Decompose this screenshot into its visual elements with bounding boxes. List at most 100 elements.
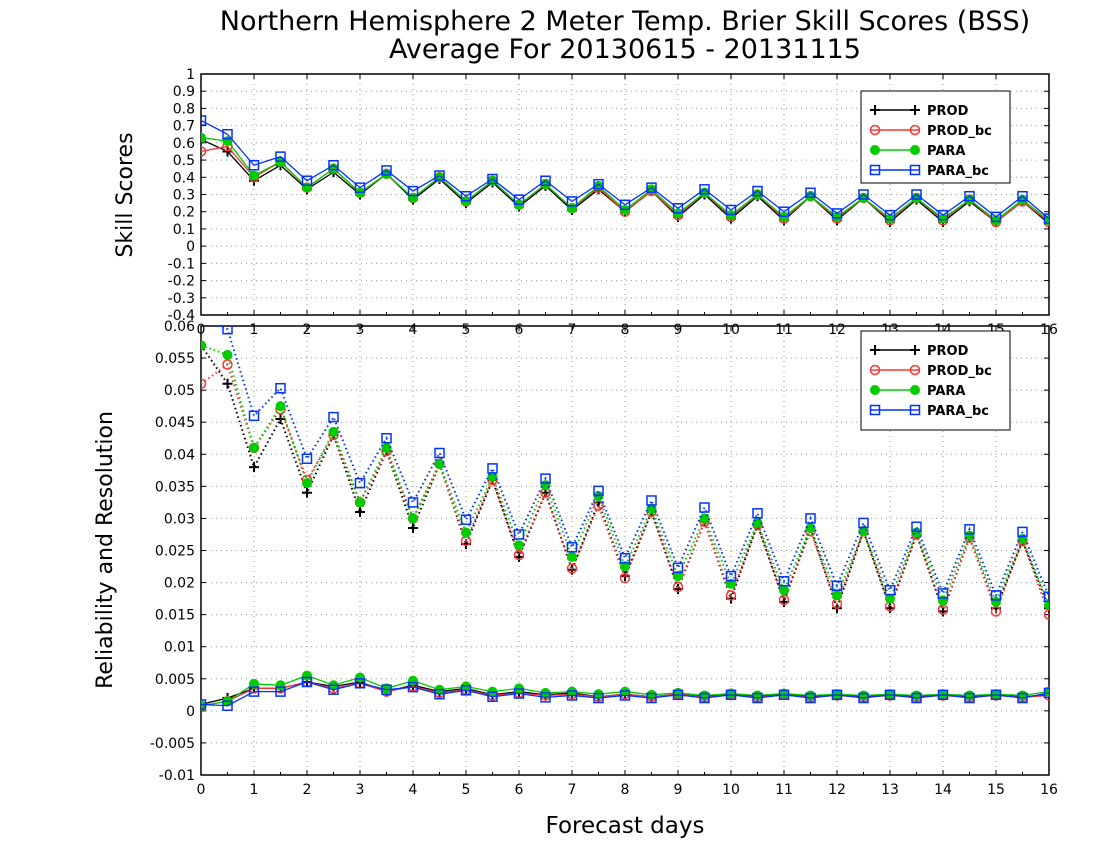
- data-point-para-bc: [513, 194, 525, 205]
- chart-title: Northern Hemisphere 2 Meter Temp. Brier …: [220, 6, 1030, 37]
- data-point-para-bc: [831, 580, 843, 592]
- legend-label-para: PARA: [927, 144, 965, 159]
- data-point-para: [201, 132, 206, 143]
- y-tick-label: -0.005: [150, 736, 195, 752]
- data-point-para-bc: [328, 411, 339, 423]
- data-point-para: [222, 349, 233, 360]
- legend-marker-para-bc: [869, 164, 881, 176]
- data-point-prod-bc: [619, 572, 631, 584]
- data-point-para-bc: [381, 165, 392, 176]
- data-point-para-bc: [487, 691, 498, 702]
- data-point-para-bc: [911, 692, 922, 704]
- data-point-prod-bc: [201, 146, 207, 157]
- series-group: [201, 115, 1049, 229]
- data-point-para-bc: [1017, 692, 1028, 704]
- data-point-prod-bc: [566, 563, 578, 574]
- data-point-para-bc: [407, 185, 419, 197]
- chart-panel-1: 10.90.80.70.60.50.40.30.20.10-0.1-0.2-0.…: [113, 67, 1058, 338]
- data-point-prod: [275, 414, 286, 425]
- data-point-para-bc: [381, 433, 392, 444]
- data-point-para-bc: [222, 700, 233, 711]
- data-point-para-bc: [805, 692, 816, 704]
- x-tick-label: 5: [462, 782, 471, 798]
- data-point-para-bc: [699, 184, 710, 195]
- data-point-para: [408, 675, 418, 686]
- data-point-prod: [222, 378, 233, 389]
- data-point-para: [302, 182, 312, 193]
- data-point-prod: [249, 462, 259, 473]
- data-point-para-bc: [566, 542, 578, 553]
- data-point-para: [434, 458, 445, 469]
- data-point-para-bc: [752, 508, 763, 519]
- data-point-para: [408, 513, 418, 524]
- y-tick-label: -0.2: [168, 274, 195, 290]
- data-point-para-bc: [858, 189, 869, 200]
- data-point-para-bc: [434, 447, 445, 459]
- data-point-para-bc: [460, 190, 472, 202]
- data-point-para-bc: [672, 203, 684, 214]
- data-point-para-bc: [831, 208, 843, 219]
- legend-marker-para: [910, 385, 920, 395]
- data-point-para: [964, 530, 975, 541]
- y-tick-label: 0.5: [173, 153, 195, 169]
- data-point-para: [567, 203, 577, 214]
- data-point-para: [991, 596, 1001, 607]
- data-point-para: [832, 590, 842, 601]
- y-tick-label: -0.1: [168, 256, 195, 272]
- legend-label-prod-bc: PROD_bc: [927, 364, 992, 379]
- data-point-para: [249, 678, 259, 689]
- y-tick-label: -0.3: [168, 291, 195, 307]
- data-point-para-bc: [884, 585, 896, 596]
- y-tick-label: 1: [186, 67, 195, 83]
- data-point-para: [275, 401, 286, 412]
- data-point-para-bc: [646, 495, 657, 506]
- data-point-para-bc: [460, 685, 472, 696]
- y-tick-label: 0.015: [155, 608, 195, 624]
- data-point-para-bc: [593, 178, 604, 190]
- data-point-para-bc: [328, 684, 339, 695]
- data-point-para-bc: [1043, 687, 1049, 699]
- legend-marker-prod: [870, 345, 880, 355]
- data-point-para-bc: [487, 463, 498, 474]
- data-point-para-bc: [275, 382, 286, 394]
- data-point-para: [567, 551, 577, 562]
- data-point-para-bc: [275, 151, 286, 162]
- data-point-para-bc: [937, 588, 949, 599]
- y-tick-label: 0.8: [173, 101, 195, 117]
- data-point-prod: [938, 606, 948, 617]
- legend-label-prod-bc: PROD_bc: [927, 124, 992, 139]
- data-point-prod-bc: [1043, 609, 1049, 620]
- data-point-para-bc: [328, 159, 339, 171]
- data-point-prod: [302, 487, 312, 498]
- legend-box: [860, 90, 1011, 184]
- y-tick-label: 0.3: [173, 188, 195, 204]
- data-point-para-bc: [964, 692, 975, 704]
- x-tick-label: 4: [409, 782, 418, 798]
- data-point-para-bc: [593, 485, 604, 497]
- data-point-para-bc: [354, 477, 366, 489]
- x-tick-label: 8: [621, 782, 630, 798]
- data-point-prod-bc: [672, 581, 684, 593]
- data-point-prod-bc: [201, 378, 207, 389]
- data-point-para-bc: [487, 173, 498, 185]
- data-point-para-bc: [672, 689, 684, 701]
- data-point-para-bc: [301, 676, 313, 688]
- legend-box: [860, 330, 1011, 431]
- legend: PROD PROD_bc PARA PARA_bc: [860, 90, 1011, 184]
- data-point-para-bc: [1043, 591, 1049, 602]
- y-tick-label: 0.4: [173, 170, 195, 186]
- legend-label-prod: PROD: [927, 344, 969, 359]
- x-tick-label: 11: [775, 782, 793, 798]
- y-tick-label: 0.03: [164, 511, 195, 527]
- data-point-para-bc: [911, 189, 922, 200]
- legend-marker-prod-bc: [869, 124, 881, 136]
- data-point-para-bc: [725, 570, 737, 582]
- data-point-para-bc: [964, 524, 975, 535]
- data-point-para-bc: [619, 690, 631, 701]
- data-point-para-bc: [222, 326, 233, 335]
- data-point-para: [408, 192, 418, 203]
- y-tick-label: -0.01: [159, 768, 195, 784]
- data-point-para-bc: [725, 204, 737, 216]
- legend-marker-prod: [870, 105, 880, 115]
- y-tick-label: 0.2: [173, 205, 195, 221]
